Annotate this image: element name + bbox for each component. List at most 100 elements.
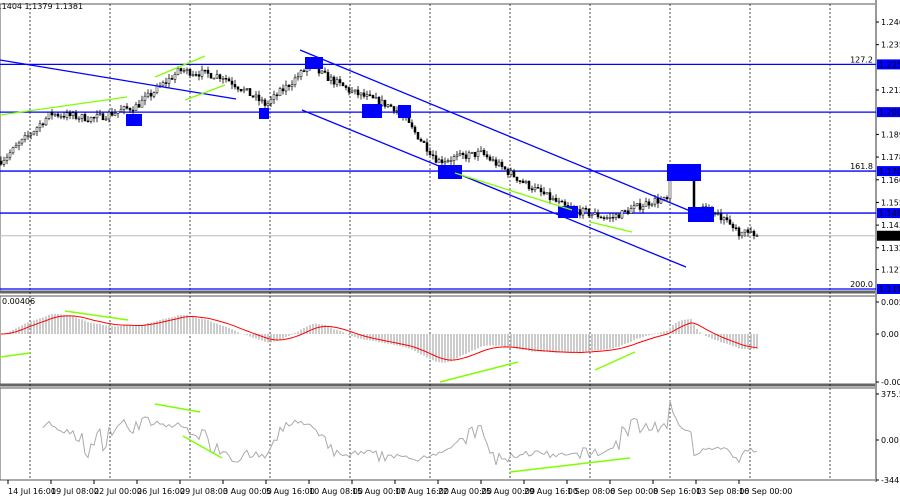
candle-body <box>560 200 564 203</box>
candle-body <box>218 74 222 79</box>
candle-body <box>749 230 753 233</box>
candle-body <box>512 170 516 178</box>
candle-body <box>53 113 57 116</box>
candle-body <box>371 95 375 99</box>
candle-body <box>425 142 429 152</box>
candle-body <box>422 140 426 143</box>
candle-body <box>755 235 759 238</box>
x-tick-label: 26 Jul 16:00 <box>137 487 185 496</box>
candle-body <box>533 187 537 191</box>
candle-body <box>437 159 441 163</box>
macd-divergence <box>439 361 519 383</box>
candle-body <box>644 201 648 207</box>
candle-body <box>470 151 474 154</box>
x-tick-label: 25 Aug 00:00 <box>481 487 535 496</box>
candle-body <box>407 117 411 123</box>
candle-body <box>281 88 285 92</box>
x-tick-label: 14 Jul 16:00 <box>8 487 56 496</box>
macd-value-label: 0.00406 <box>2 297 35 306</box>
marker-box <box>126 114 142 126</box>
candle-body <box>350 90 354 93</box>
candle-body <box>290 84 294 87</box>
current-price-box <box>877 230 900 241</box>
candle-body <box>59 115 63 118</box>
x-tick-label: 17 Aug 16:00 <box>395 487 449 496</box>
level-label: 1.1496 <box>879 209 900 218</box>
x-tick-label: 13 Sep 08:00 <box>696 487 749 496</box>
candle-body <box>254 94 258 98</box>
candle-body <box>344 85 348 88</box>
x-tick-label: 5 Aug 16:00 <box>266 487 315 496</box>
x-tick-label: 16 Sep 00:00 <box>739 487 792 496</box>
candle-body <box>719 213 723 221</box>
x-tick-label: 3 Aug 00:00 <box>223 487 272 496</box>
candle-body <box>272 94 276 100</box>
candle-body <box>125 106 129 109</box>
marker-box <box>558 206 578 218</box>
cci-tick-label: 0.00 <box>881 436 899 445</box>
candle-body <box>83 114 87 122</box>
candle-body <box>221 78 225 80</box>
candle-body <box>581 208 585 216</box>
candle-body <box>11 147 15 154</box>
candle-body <box>152 92 156 97</box>
candle-body <box>479 150 483 152</box>
marker-box <box>398 105 411 118</box>
candle-body <box>629 208 633 214</box>
candle-body <box>365 94 369 97</box>
candle-body <box>233 84 237 88</box>
candle-body <box>0 160 3 165</box>
candle-body <box>212 77 216 80</box>
candle-body <box>410 122 414 128</box>
candle-body <box>536 187 540 189</box>
channel-lower <box>301 109 687 268</box>
candle-body <box>35 127 39 132</box>
candle-body <box>236 86 240 90</box>
candle-body <box>716 213 720 215</box>
candle-body <box>29 133 33 136</box>
candle-body <box>50 112 54 116</box>
candle-body <box>200 69 204 77</box>
macd-signal-line <box>0 315 758 361</box>
candle-body <box>179 68 183 72</box>
candle-body <box>467 152 471 159</box>
candle-body <box>293 77 297 86</box>
candle-body <box>653 198 657 205</box>
candle-body <box>209 73 213 79</box>
candle-body <box>485 154 489 158</box>
candle-body <box>383 99 387 107</box>
marker-box <box>362 104 382 118</box>
level-label: 1.1709 <box>879 167 900 176</box>
candle-body <box>167 78 171 84</box>
candle-body <box>257 94 261 102</box>
candle-body <box>746 229 750 233</box>
candle-body <box>143 95 147 101</box>
candle-body <box>509 170 513 175</box>
fib-label: 161.8 <box>850 162 873 171</box>
candle-body <box>641 206 645 210</box>
x-tick-label: 29 Jul 08:00 <box>180 487 228 496</box>
x-tick-label: 8 Sep 16:00 <box>653 487 701 496</box>
candle-body <box>113 113 117 116</box>
candle-body <box>362 92 366 97</box>
candle-body <box>395 110 399 112</box>
candle-body <box>635 203 639 206</box>
divergence-line <box>184 84 226 101</box>
cci-divergence <box>182 435 223 459</box>
y-tick-label: 1.1780 <box>881 153 900 162</box>
candle-body <box>452 156 456 161</box>
candle-body <box>494 159 498 166</box>
macd-tick-label: -0.00831 <box>881 378 900 387</box>
candle-body <box>116 111 120 114</box>
candle-body <box>554 197 558 202</box>
marker-box <box>438 165 462 179</box>
candle-body <box>476 150 480 157</box>
y-tick-label: 1.1435 <box>881 221 900 230</box>
candle-body <box>119 109 123 112</box>
candle-body <box>545 192 549 195</box>
candle-body <box>458 153 462 156</box>
x-tick-label: 10 Aug 08:00 <box>309 487 363 496</box>
candle-body <box>557 200 561 203</box>
candle-body <box>140 99 144 108</box>
